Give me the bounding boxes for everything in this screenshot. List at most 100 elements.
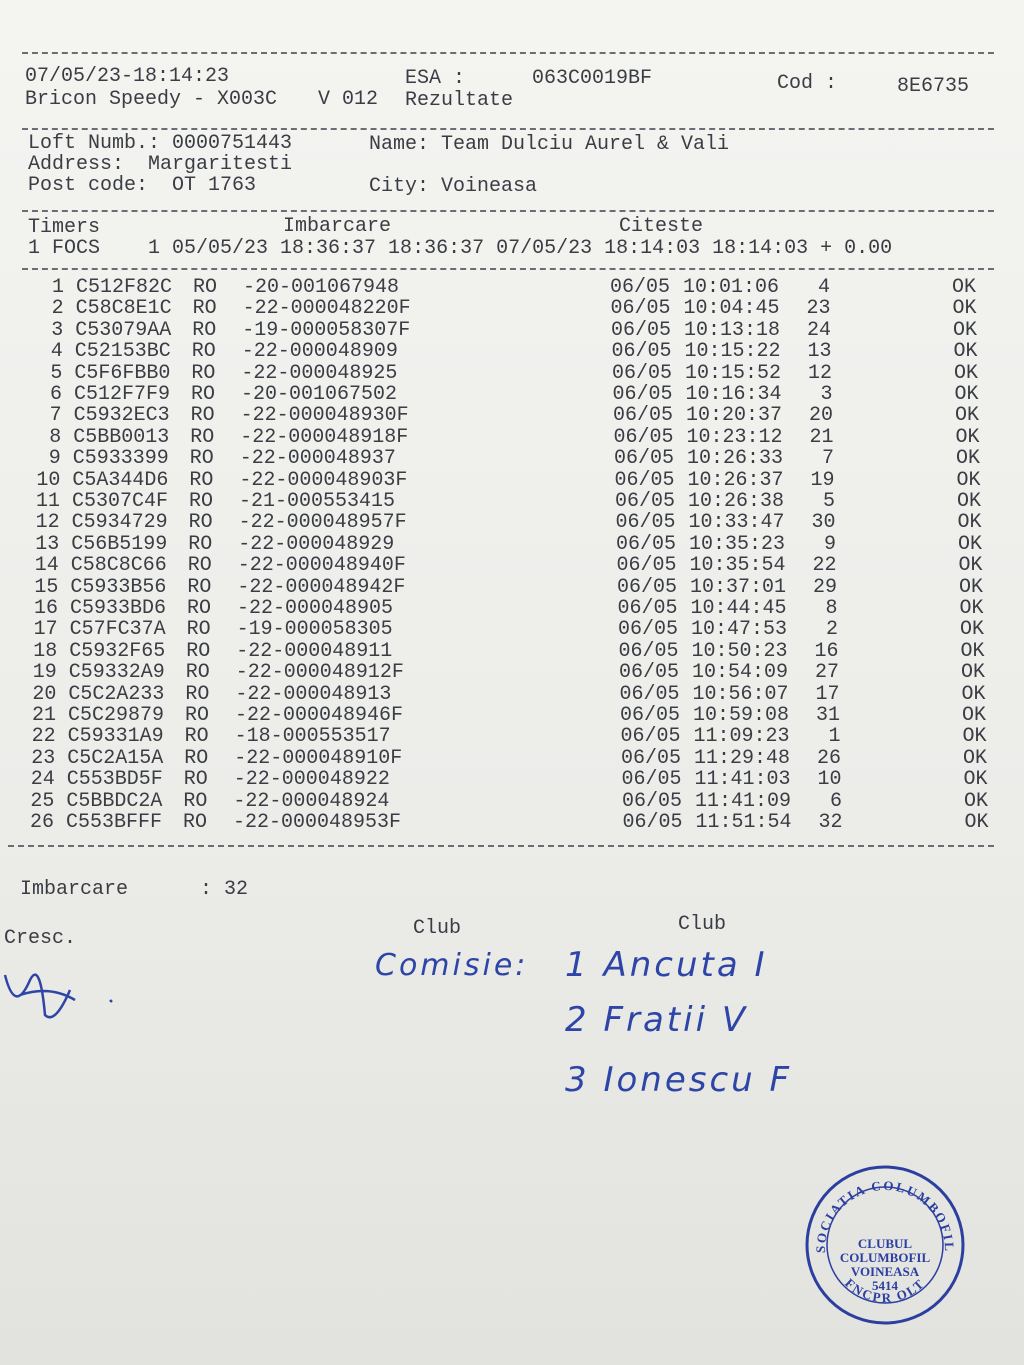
timers-header: Timers: [28, 216, 101, 239]
ring-number: -22-000048925: [241, 361, 398, 385]
country: RO: [184, 725, 209, 749]
ring-number: -22-000048930F: [240, 404, 409, 428]
rank: 20: [32, 682, 57, 706]
arrival-time: 10:37:01: [690, 575, 787, 599]
arrival-time: 10:15:22: [684, 340, 781, 364]
status: OK: [953, 340, 978, 364]
separator: [22, 128, 994, 130]
arrival-time: 11:29:48: [694, 746, 791, 770]
position: 5: [822, 490, 835, 513]
country: RO: [189, 490, 214, 513]
arrival-time: 10:35:23: [689, 532, 786, 556]
position: 31: [815, 704, 840, 727]
status: OK: [961, 682, 986, 706]
country: RO: [191, 361, 216, 385]
ring-code: C512F82C: [76, 276, 173, 299]
rank: 18: [33, 639, 58, 663]
report: Rezultate: [405, 89, 514, 112]
separator: [8, 845, 994, 847]
ring-number: -20-001067948: [243, 276, 400, 299]
arrival-date: 06/05: [615, 490, 676, 513]
ring-code: C5BBDC2A: [66, 789, 163, 813]
ring-code: C5F6FBB0: [74, 361, 171, 385]
rank: 10: [36, 468, 61, 492]
ring-code: C5307C4F: [72, 490, 169, 513]
ring-code: C56B5199: [71, 532, 168, 556]
ring-code: C58C8C66: [70, 554, 167, 578]
ring-code: C553BD5F: [66, 768, 163, 792]
status: OK: [962, 704, 987, 727]
status: OK: [955, 425, 980, 449]
ring-code: C5932F65: [69, 639, 166, 663]
position: 32: [818, 811, 843, 834]
position: 17: [815, 682, 840, 706]
position: 7: [821, 447, 834, 471]
status: OK: [952, 276, 977, 299]
ring-number: -22-000048909: [241, 340, 398, 364]
country: RO: [185, 661, 210, 685]
position: 6: [829, 789, 842, 813]
arrival-time: 10:16:34: [685, 383, 782, 406]
address: Address: Margaritesti: [28, 153, 293, 176]
position: 27: [814, 661, 839, 685]
position: 26: [816, 746, 841, 770]
rank: 22: [31, 725, 56, 749]
ring-number: -19-000058307F: [242, 318, 411, 342]
arrival-time: 11:51:54: [695, 811, 792, 834]
ring-number: -22-000048912F: [235, 661, 404, 685]
ring-code: C512F7F9: [74, 383, 171, 406]
arrival-time: 10:01:06: [683, 276, 780, 299]
ring-code: C58C8E1C: [75, 297, 172, 321]
arrival-date: 06/05: [620, 704, 681, 727]
country: RO: [186, 639, 211, 663]
position: 13: [807, 340, 832, 364]
arrival-date: 06/05: [622, 789, 683, 813]
timestamp: 07/05/23-18:14:23: [25, 65, 230, 88]
timers-header: Citeste: [619, 215, 704, 238]
status: OK: [959, 575, 984, 599]
status: OK: [954, 383, 979, 406]
handwritten-title: Comisie:: [375, 948, 529, 983]
rank: 19: [32, 661, 57, 685]
ring-code: C59331A9: [67, 725, 164, 749]
status: OK: [958, 554, 983, 578]
owner-name: Name: Team Dulciu Aurel & Vali: [369, 133, 730, 156]
status: OK: [954, 361, 979, 385]
stamp-line: CLUBUL: [858, 1236, 913, 1251]
handwritten-member: 2 Fratii V: [565, 1000, 749, 1040]
arrival-date: 06/05: [611, 318, 672, 342]
arrival-date: 06/05: [612, 361, 673, 385]
stamp-line: VOINEASA: [851, 1264, 920, 1279]
ring-number: -22-000048918F: [240, 425, 409, 449]
position: 29: [812, 575, 837, 599]
arrival-date: 06/05: [621, 746, 682, 770]
status: OK: [956, 447, 981, 471]
country: RO: [183, 789, 208, 813]
status: OK: [953, 318, 978, 342]
ring-number: -22-000048903F: [239, 468, 408, 492]
position: 30: [811, 511, 836, 535]
country: RO: [192, 318, 217, 342]
ring-number: -22-000048924: [233, 789, 390, 813]
arrival-time: 11:41:09: [695, 789, 792, 813]
status: OK: [960, 618, 985, 642]
arrival-date: 06/05: [616, 554, 677, 578]
country: RO: [185, 704, 210, 727]
position: 12: [807, 361, 832, 385]
arrival-time: 10:04:45: [683, 297, 780, 321]
ring-code: C5934729: [71, 511, 168, 535]
position: 21: [809, 425, 834, 449]
position: 24: [806, 318, 831, 342]
country: RO: [189, 468, 214, 492]
arrival-time: 10:59:08: [693, 704, 790, 727]
country: RO: [192, 297, 217, 321]
ring-number: -22-000048937: [239, 447, 396, 471]
timers-header: Imbarcare: [283, 215, 392, 238]
arrival-date: 06/05: [621, 768, 682, 792]
rank: 25: [30, 789, 55, 813]
country: RO: [187, 575, 212, 599]
ring-code: C52153BC: [74, 340, 171, 364]
position: 22: [812, 554, 837, 578]
rank: 23: [31, 746, 56, 770]
